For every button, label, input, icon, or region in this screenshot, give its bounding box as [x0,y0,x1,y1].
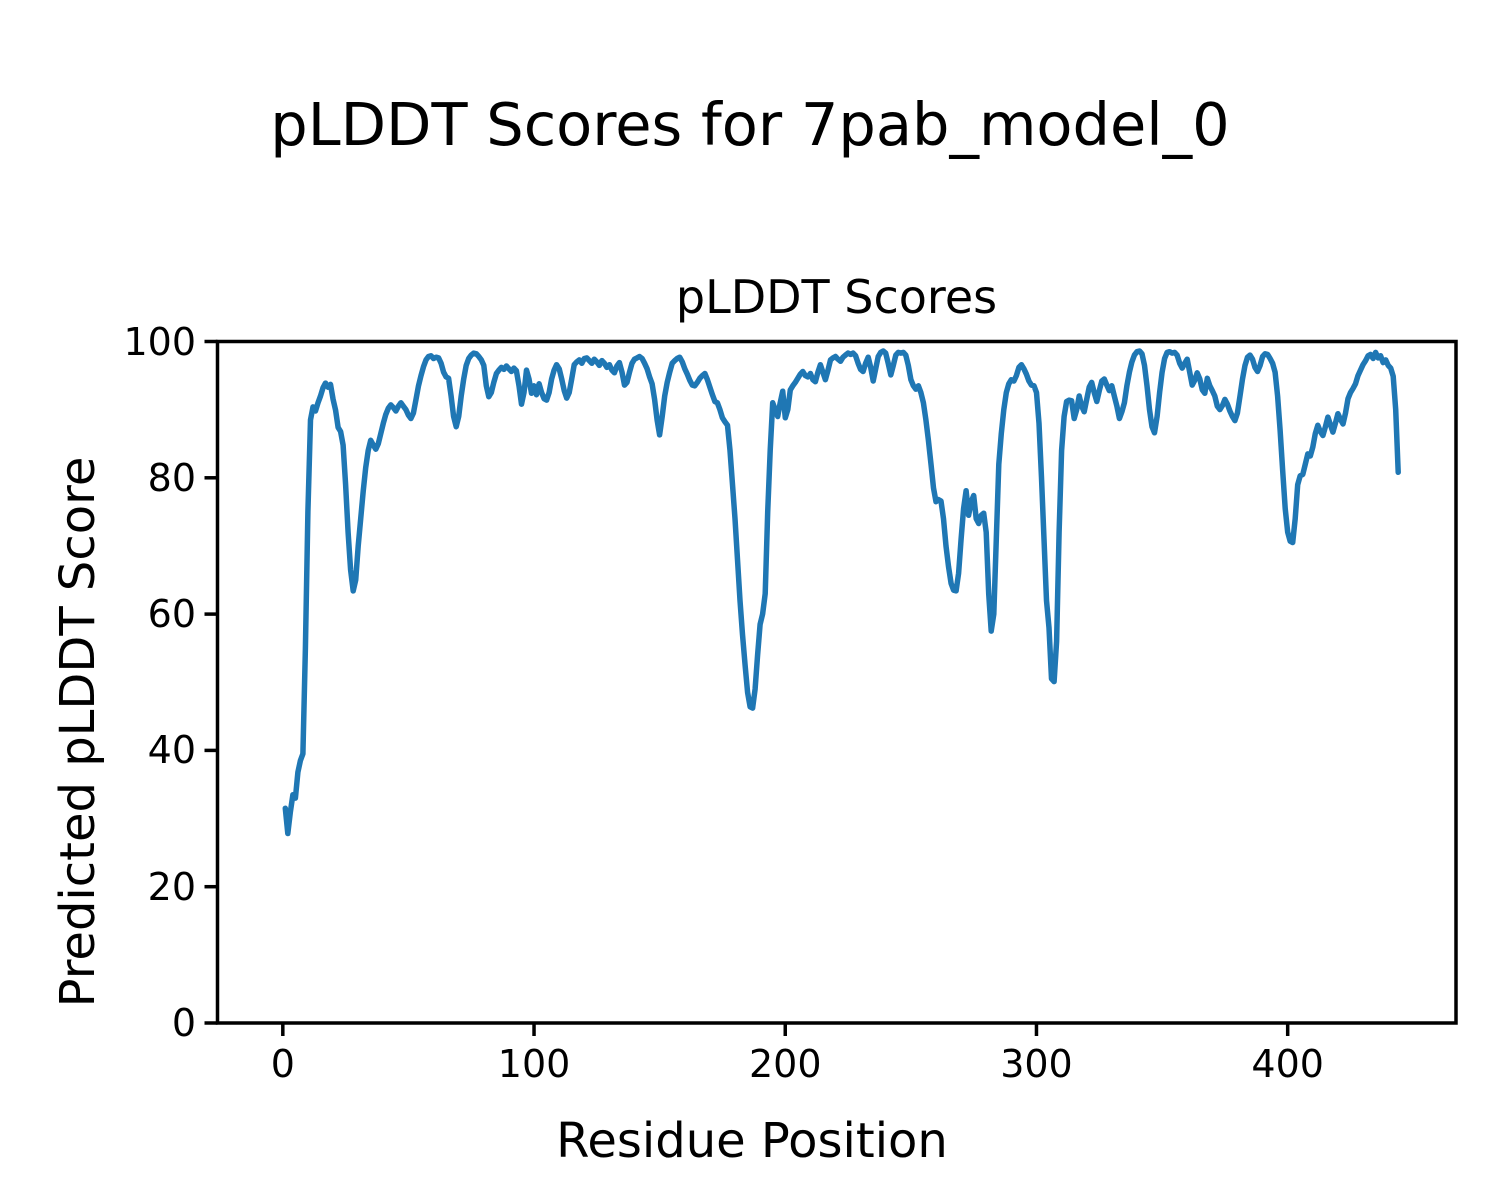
x-tick-label: 400 [1251,1042,1324,1086]
y-tick-label: 80 [147,455,196,500]
x-tick-label: 200 [748,1042,822,1086]
axes-spines [215,339,1458,1025]
y-tick-label: 20 [147,864,196,909]
plddt-line [282,348,1401,837]
y-tick-label: 60 [147,592,196,637]
y-tick-label: 100 [123,319,196,364]
x-tick-label: 0 [270,1042,295,1086]
y-tick-label: 0 [171,1001,196,1045]
x-tick-label: 100 [497,1042,571,1086]
x-tick-label: 300 [1000,1042,1073,1086]
x-axis-label: Residue Position [556,1113,948,1169]
y-tick-label: 40 [147,728,196,773]
figure-title: pLDDT Scores for 7pab_model_0 [270,90,1230,159]
axes-title: pLDDT Scores [675,270,998,324]
